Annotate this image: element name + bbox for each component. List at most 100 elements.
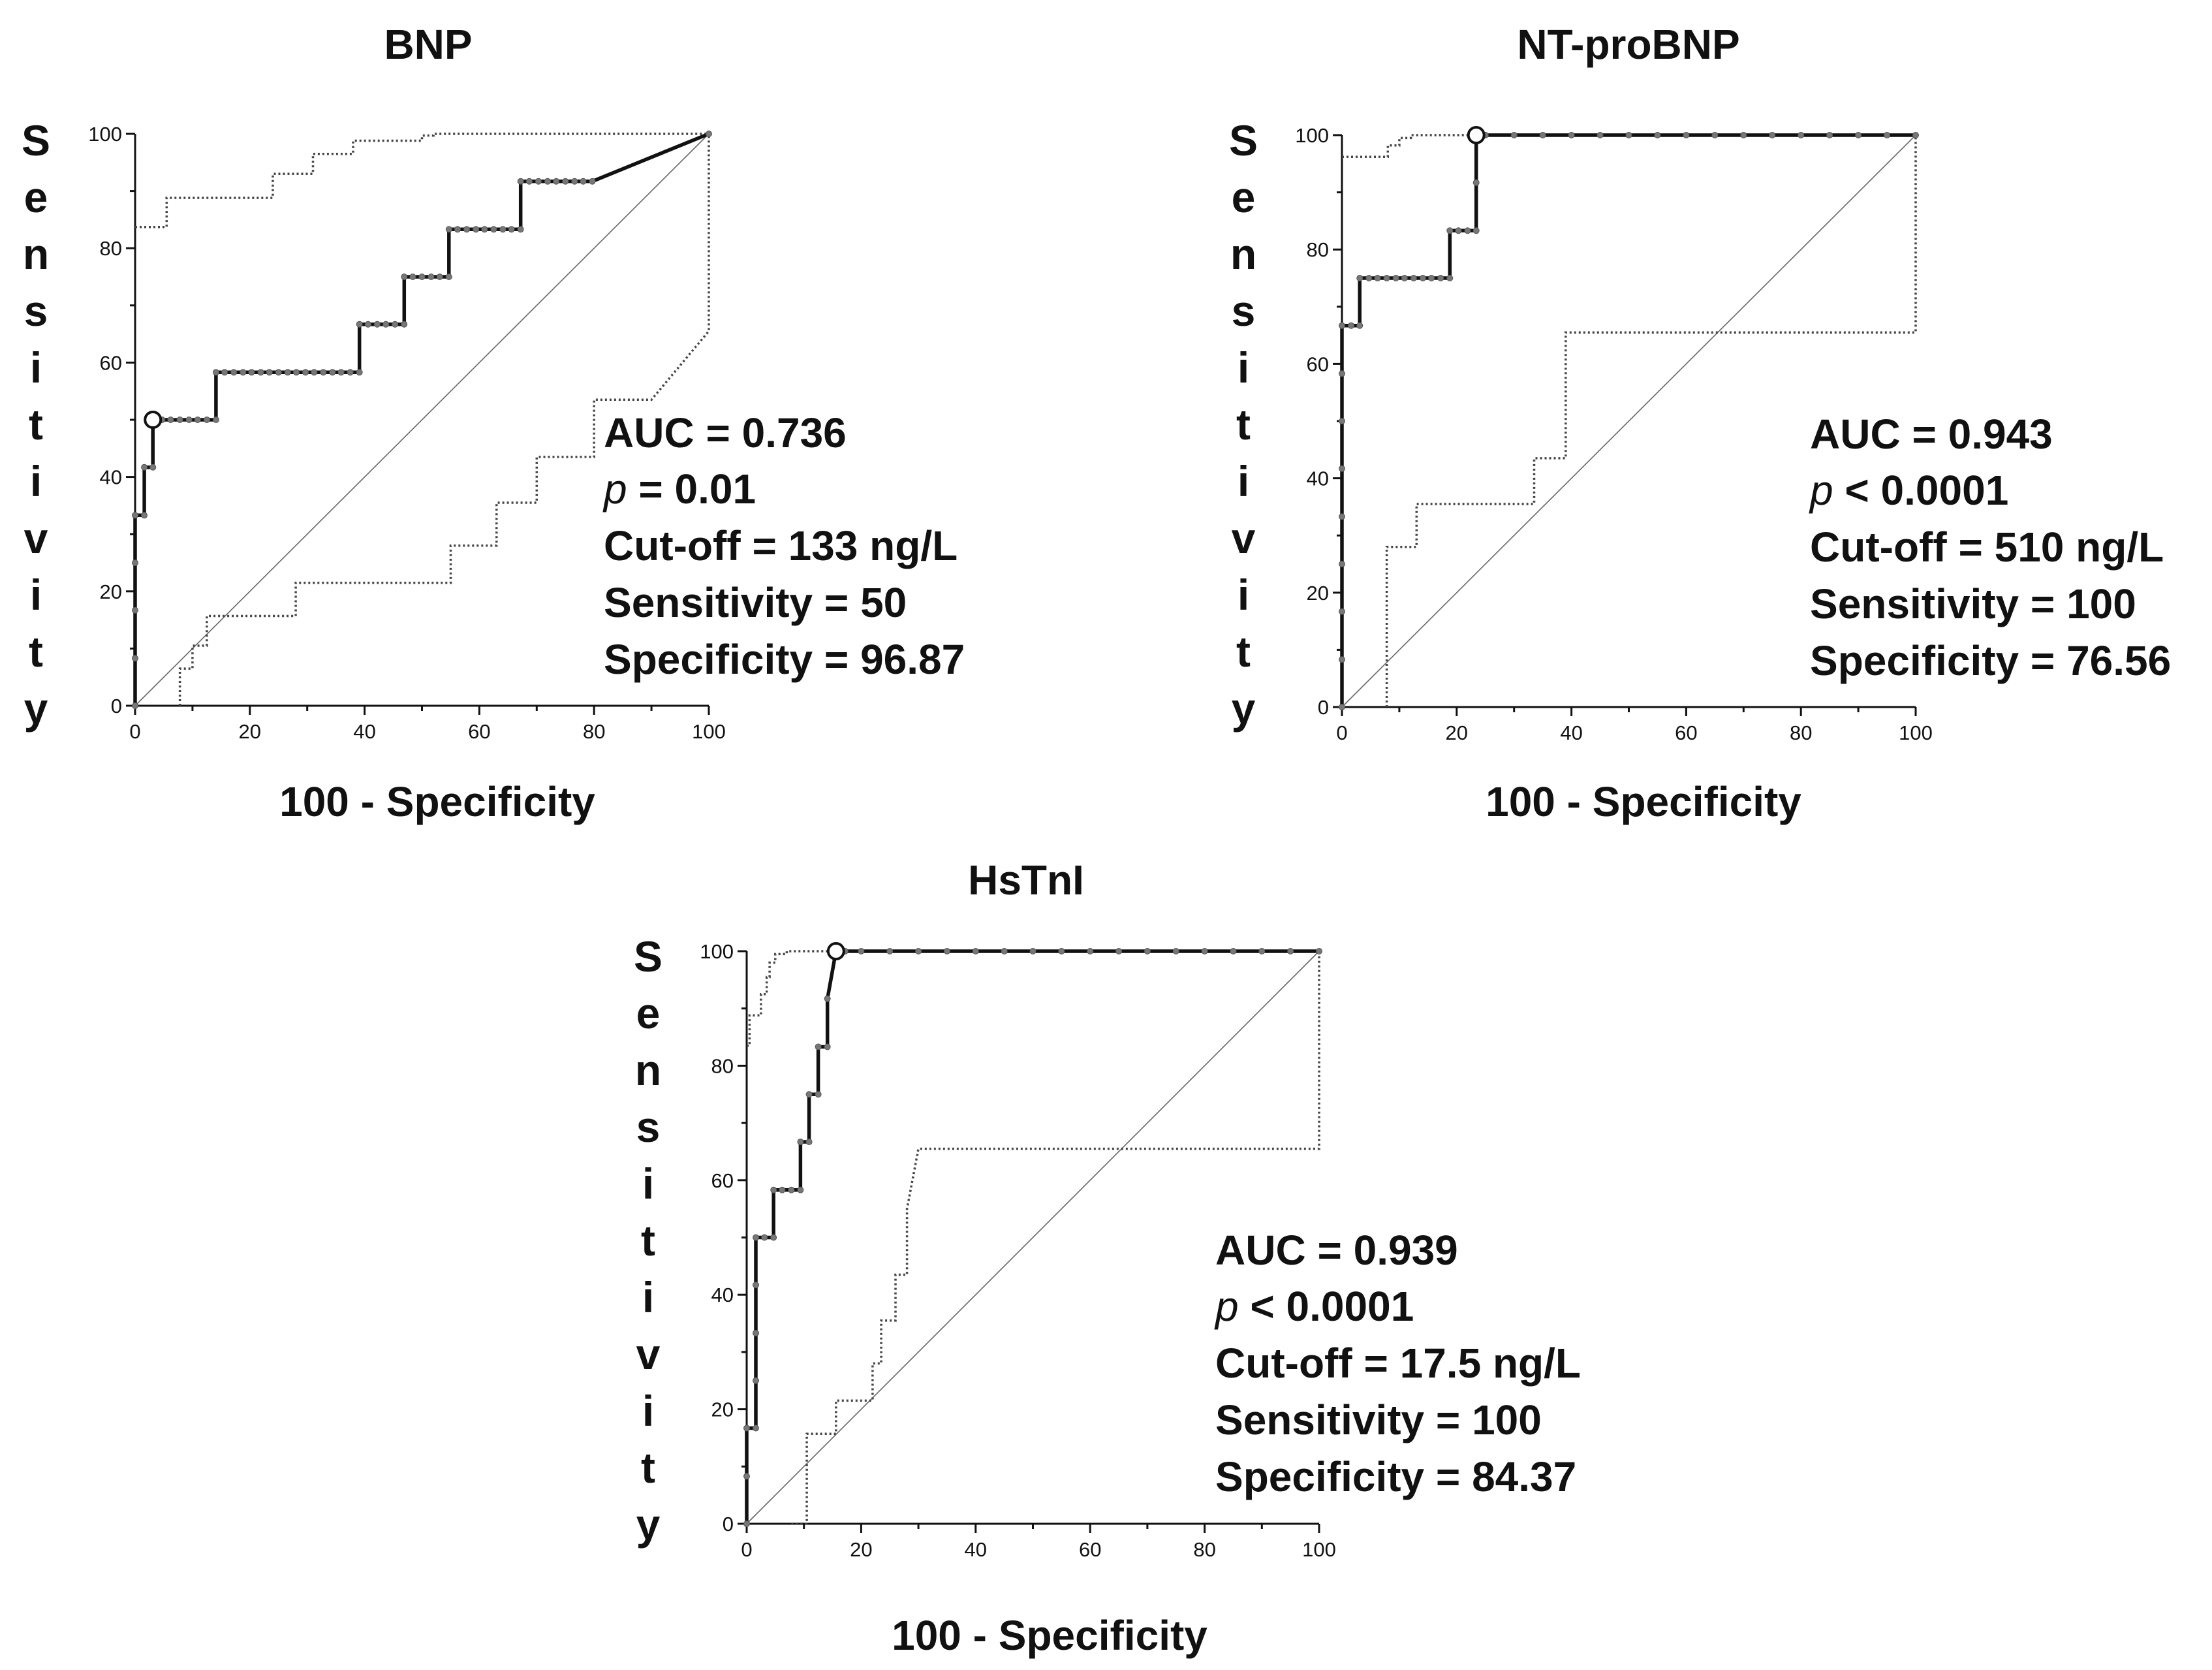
roc-point	[972, 948, 979, 954]
roc-point	[445, 226, 452, 233]
x-tick-label: 0	[1336, 721, 1347, 744]
x-axis-label: 100 - Specificity	[1486, 778, 1801, 825]
roc-point	[1339, 513, 1345, 520]
roc-point	[418, 274, 426, 280]
y-tick-label: 100	[88, 123, 122, 146]
y-tick-label: 60	[100, 351, 122, 374]
y-axis-label: Sensitivity	[1229, 116, 1258, 733]
y-axis-label-letter: y	[24, 684, 48, 733]
roc-point	[753, 1425, 760, 1432]
roc-point	[1356, 322, 1363, 329]
y-tick-label: 0	[1318, 696, 1329, 719]
p-symbol: p	[602, 465, 627, 512]
y-axis-label-letter: v	[24, 514, 48, 562]
y-axis-label-letter: n	[23, 230, 49, 278]
p-value-text: p < 0.0001	[1214, 1283, 1414, 1330]
roc-point	[490, 226, 497, 233]
roc-point	[132, 512, 138, 519]
roc-point	[1654, 132, 1661, 138]
roc-point	[221, 369, 228, 376]
roc-point	[1446, 227, 1454, 234]
y-axis-label-letter: i	[1238, 343, 1249, 392]
y-tick-label: 80	[711, 1054, 734, 1077]
cutoff-text: Cut-off = 17.5 ng/L	[1215, 1340, 1581, 1387]
y-axis-label: Sensitivity	[634, 932, 662, 1549]
y-axis-label-letter: i	[1238, 571, 1249, 619]
roc-curve-line	[1340, 133, 1916, 707]
roc-point	[544, 178, 552, 185]
y-axis-label-letter: n	[635, 1046, 661, 1094]
y-axis-label-letter: s	[636, 1103, 661, 1151]
auc-text: AUC = 0.736	[604, 409, 847, 456]
roc-point	[364, 321, 371, 328]
roc-point	[508, 226, 515, 233]
roc-point	[257, 369, 264, 376]
stats-annotation: AUC = 0.939 p < 0.0001 Cut-off = 17.5 ng…	[1214, 1227, 1581, 1500]
roc-point	[1356, 275, 1363, 281]
roc-point	[409, 274, 416, 280]
roc-point	[499, 226, 506, 233]
roc-point	[858, 948, 865, 954]
roc-point	[454, 226, 461, 233]
roc-point	[275, 369, 282, 376]
roc-point	[1912, 132, 1919, 138]
y-tick-label: 80	[100, 237, 122, 260]
x-axis-label: 100 - Specificity	[279, 778, 595, 825]
p-symbol: p	[1214, 1283, 1239, 1330]
roc-point	[1201, 948, 1208, 954]
roc-point	[1455, 227, 1462, 234]
roc-point	[373, 321, 381, 328]
roc-point	[1769, 132, 1776, 138]
roc-point	[401, 321, 408, 328]
cutoff-point-marker	[144, 411, 163, 429]
roc-point	[292, 369, 300, 376]
x-tick-label: 60	[468, 720, 490, 743]
roc-point	[463, 226, 471, 233]
p-value: < 0.0001	[1239, 1283, 1414, 1330]
roc-point	[167, 417, 174, 423]
y-axis-label-letter: i	[1238, 457, 1249, 505]
x-tick-label: 100	[1302, 1538, 1336, 1561]
cutoff-point-marker	[826, 942, 845, 960]
roc-point	[1339, 418, 1345, 424]
roc-point	[1001, 948, 1008, 954]
roc-point	[1172, 948, 1179, 954]
p-value-text: p < 0.0001	[1809, 467, 2008, 514]
roc-point	[240, 369, 247, 376]
roc-curve-line	[745, 949, 1319, 1524]
roc-point	[824, 995, 831, 1002]
roc-point	[770, 1186, 777, 1193]
roc-point	[517, 178, 524, 185]
roc-point	[525, 178, 533, 185]
cutoff-text: Cut-off = 133 ng/L	[604, 522, 958, 569]
auc-text: AUC = 0.939	[1215, 1227, 1458, 1274]
roc-point	[1316, 948, 1322, 954]
roc-point	[1428, 275, 1435, 281]
roc-point	[886, 948, 894, 954]
roc-point	[824, 1043, 831, 1050]
roc-point	[1884, 132, 1891, 138]
roc-point	[743, 1520, 750, 1527]
roc-point	[1419, 275, 1426, 281]
x-tick-label: 100	[1899, 721, 1933, 744]
roc-point	[915, 948, 922, 954]
roc-point	[311, 369, 318, 376]
y-axis-label-letter: e	[1232, 173, 1256, 221]
roc-point	[230, 369, 238, 376]
y-tick-label: 40	[711, 1284, 734, 1306]
roc-point	[1348, 322, 1355, 329]
panel-bnp: BNP Sensitivity 100 - Specificity 0 20 40 6…	[22, 21, 965, 825]
chart-title: BNP	[384, 21, 472, 68]
roc-point	[1029, 948, 1036, 954]
roc-point	[779, 1186, 786, 1193]
y-axis-label-letter: v	[1232, 514, 1256, 562]
roc-point	[1258, 948, 1266, 954]
y-tick-label: 60	[711, 1169, 734, 1192]
roc-point	[535, 178, 542, 185]
roc-point	[788, 1186, 795, 1193]
roc-point	[1339, 561, 1345, 567]
roc-point	[1855, 132, 1862, 138]
y-tick-label: 20	[711, 1398, 734, 1421]
roc-point	[1625, 132, 1632, 138]
roc-point	[797, 1139, 804, 1146]
